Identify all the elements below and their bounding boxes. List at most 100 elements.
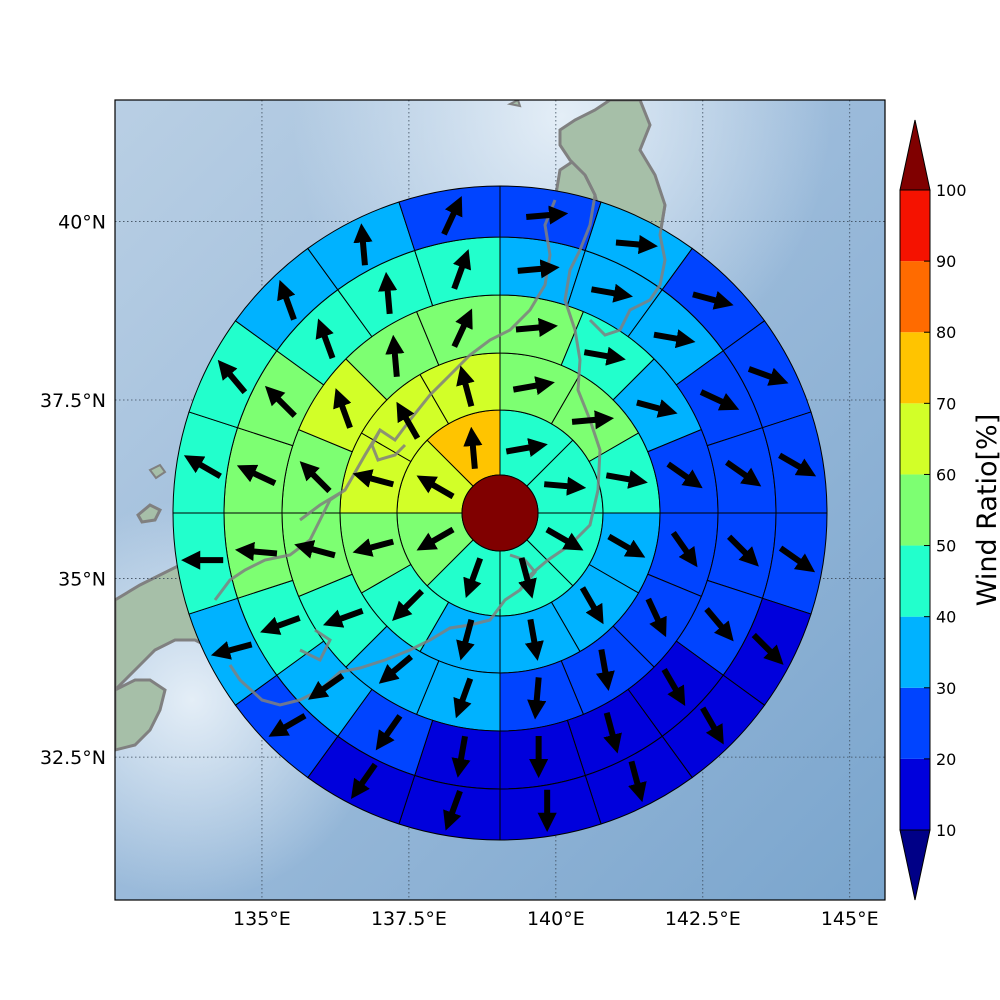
colorbar-tick-label: 30 (936, 679, 956, 698)
latitude-tick-labels: 40°N 37.5°N 35°N 32.5°N (40, 211, 106, 769)
wind-arrow (294, 540, 336, 559)
lon-tick-label: 135°E (233, 908, 291, 930)
lon-tick-label: 137.5°E (371, 908, 447, 930)
wind-arrow (518, 557, 537, 599)
wind-arrow (545, 526, 584, 551)
lon-tick-label: 142.5°E (665, 908, 741, 930)
wind-arrow (778, 545, 816, 573)
wind-arrow (453, 677, 474, 719)
wind-arrow (456, 365, 475, 408)
wind-arrow (692, 291, 734, 310)
colorbar-tick-label: 60 (936, 465, 956, 484)
wind-arrow (666, 461, 703, 489)
wind-arrow (236, 464, 277, 486)
wind-arrow (525, 205, 569, 225)
colorbar-over-extension (899, 119, 931, 191)
wind-arrow (396, 401, 421, 440)
lat-tick-label: 37.5°N (40, 390, 106, 412)
colorbar-tick-label: 70 (936, 394, 956, 413)
colorbar-segment (900, 403, 930, 475)
wind-arrow (378, 271, 398, 315)
colorbar-segment (900, 545, 930, 617)
wind-arrow (333, 388, 353, 429)
wind-arrow (443, 790, 463, 831)
colorbar-tick-label: 90 (936, 252, 956, 271)
wind-arrow (451, 735, 471, 778)
wind-arrow (463, 557, 484, 599)
wind-arrow (725, 459, 762, 487)
wind-arrow (451, 249, 472, 290)
wind-arrow (315, 318, 336, 360)
wind-arrow (234, 541, 278, 562)
colorbar-segment (900, 474, 930, 546)
colorbar-segment (900, 687, 930, 759)
wind-arrow (352, 469, 395, 488)
wind-arrow (308, 673, 345, 700)
wind-arrow (350, 762, 378, 799)
wind-arrow (583, 346, 626, 366)
wind-arrow (217, 359, 248, 395)
wind-arrow (352, 538, 395, 557)
wind-arrow (353, 223, 373, 266)
wind-arrow (375, 714, 403, 751)
wind-arrow (607, 533, 646, 558)
colorbar-tick-label: 10 (936, 821, 956, 840)
wind-arrow (392, 589, 424, 621)
wind-arrow (628, 760, 647, 803)
map-frame (114, 99, 886, 901)
colorbar-tick-label: 20 (936, 750, 956, 769)
lat-tick-label: 40°N (58, 211, 106, 233)
wind-arrow (451, 308, 473, 348)
wind-arrow (726, 534, 759, 567)
longitude-tick-labels: 135°E 137.5°E 140°E 142.5°E 145°E (233, 908, 879, 930)
wind-arrow (747, 366, 789, 386)
wind-arrow (615, 234, 658, 255)
colorbar-tick-label: 100 (936, 181, 967, 200)
wind-arrow (645, 597, 667, 638)
wind-arrow (183, 455, 222, 479)
wind-arrow (378, 654, 414, 684)
wind-arrow (210, 641, 253, 660)
wind-arrow (527, 677, 547, 720)
wind-arrow (515, 317, 558, 338)
wind-arrow (524, 618, 544, 661)
wind-arrow (661, 667, 686, 706)
wind-arrow (670, 530, 698, 568)
wind-arrow (322, 608, 364, 628)
wind-arrow (463, 426, 483, 470)
wind-arrow (653, 329, 696, 349)
wind-arrow (441, 196, 463, 236)
wind-arrows (181, 196, 817, 832)
wind-arrow (299, 461, 332, 494)
wind-arrow (264, 385, 297, 418)
wind-arrow (268, 713, 307, 737)
wind-arrow (778, 452, 817, 477)
center-disc (461, 474, 539, 552)
wind-arrow (543, 476, 587, 496)
lon-tick-label: 140°E (527, 908, 585, 930)
colorbar-segment (900, 261, 930, 333)
colorbar-frame (899, 189, 931, 831)
wind-arrow (512, 376, 555, 396)
wind-arrow (456, 618, 475, 661)
wind-arrow (571, 410, 615, 430)
lat-tick-label: 35°N (58, 569, 106, 591)
wind-arrow (636, 399, 678, 418)
wind-arrow (579, 586, 604, 625)
wind-ratio-rings (172, 185, 828, 841)
lon-tick-label: 145°E (821, 908, 879, 930)
lat-tick-label: 32.5°N (40, 747, 106, 769)
wind-arrow (505, 438, 548, 457)
colorbar-segment (900, 616, 930, 688)
colorbar-segment (900, 332, 930, 404)
wind-arrow (590, 283, 633, 303)
wind-arrow (603, 712, 622, 754)
colorbar-under-extension (899, 829, 931, 901)
wind-arrow (277, 279, 297, 321)
colorbar-tick-label: 50 (936, 537, 956, 556)
wind-arrow (751, 632, 784, 665)
wind-arrow (699, 389, 740, 411)
colorbar-tick-label: 40 (936, 608, 956, 627)
wind-arrow (260, 615, 301, 635)
